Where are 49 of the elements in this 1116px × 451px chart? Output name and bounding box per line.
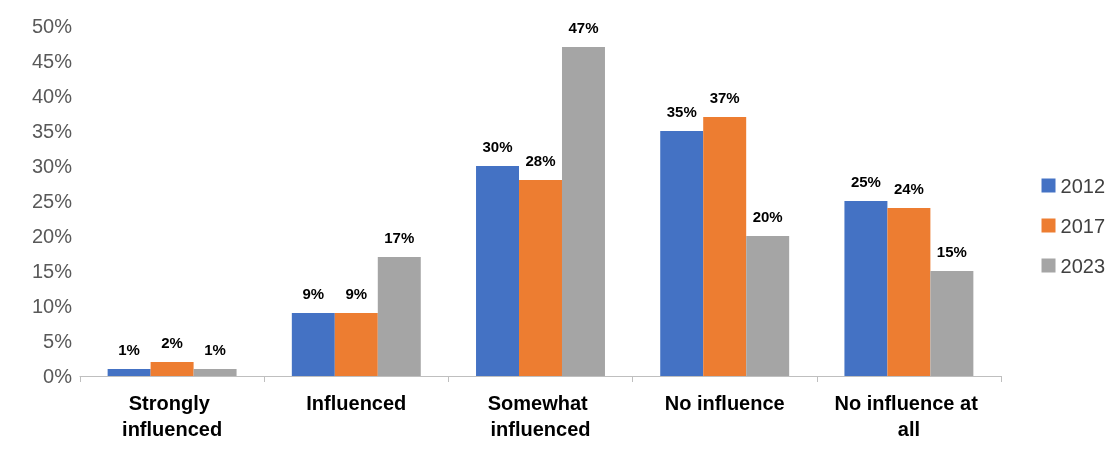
bar	[660, 131, 704, 376]
data-label: 20%	[752, 208, 783, 225]
bar	[377, 257, 421, 376]
bar	[150, 362, 194, 376]
y-tick-label: 25%	[31, 190, 73, 212]
data-label: 25%	[850, 173, 881, 190]
data-label: 35%	[666, 103, 697, 120]
bar	[703, 117, 747, 376]
y-tick-label: 20%	[31, 225, 73, 247]
x-tick-label: Influenced	[306, 392, 407, 414]
data-label: 17%	[384, 229, 415, 246]
x-tick-label: Somewhat influenced	[487, 392, 594, 440]
data-label: 9%	[345, 285, 368, 302]
bar	[887, 208, 931, 376]
data-label: 24%	[893, 180, 924, 197]
x-tick-label: No influence at all	[834, 392, 984, 440]
data-label: 30%	[482, 138, 513, 155]
bar	[561, 47, 605, 376]
legend-label: 2023	[1060, 254, 1106, 277]
y-tick-label: 5%	[43, 330, 73, 352]
bar	[476, 166, 520, 376]
bar	[746, 236, 790, 376]
y-tick-label: 30%	[31, 155, 73, 177]
y-tick-label: 40%	[31, 85, 73, 107]
data-label: 15%	[936, 243, 967, 260]
data-label: 28%	[525, 152, 556, 169]
legend-label: 2017	[1060, 214, 1106, 237]
data-label: 9%	[302, 285, 325, 302]
bar	[334, 313, 378, 376]
data-label: 1%	[204, 341, 226, 358]
bar	[291, 313, 335, 376]
bar	[519, 180, 562, 376]
data-label: 47%	[568, 19, 599, 36]
x-tick-label: No influence	[664, 392, 785, 414]
y-tick-label: 45%	[31, 50, 73, 72]
y-tick-label: 10%	[31, 295, 73, 317]
x-tick-label: Strongly influenced	[122, 392, 223, 440]
bar	[930, 271, 974, 376]
bar	[844, 201, 888, 376]
data-label: 1%	[118, 341, 140, 358]
y-tick-label: 35%	[31, 120, 73, 142]
bar	[193, 369, 237, 376]
bar	[107, 369, 151, 376]
data-label: 2%	[161, 334, 183, 351]
y-tick-label: 15%	[31, 260, 73, 282]
data-label: 37%	[709, 89, 740, 106]
y-tick-label: 0%	[43, 365, 73, 387]
legend-label: 2012	[1060, 174, 1106, 197]
y-tick-label: 50%	[31, 15, 73, 37]
